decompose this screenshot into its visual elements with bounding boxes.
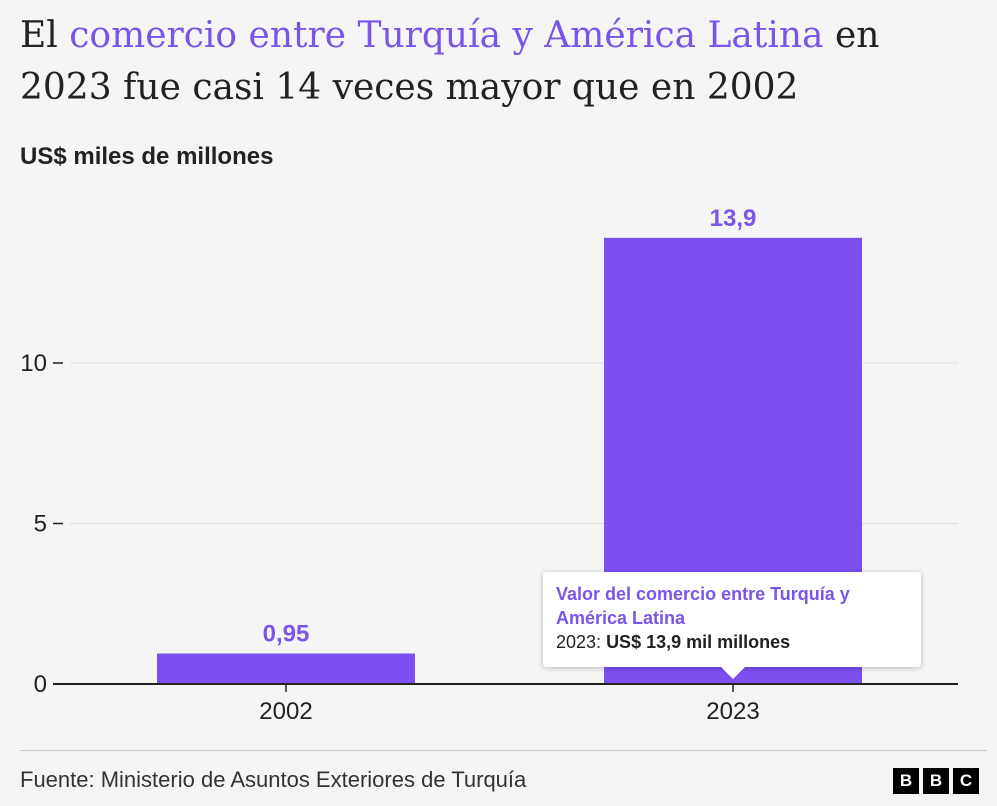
y-tick-label-0: 0 (34, 671, 47, 698)
data-label-2002: 0,95 (263, 621, 310, 648)
bbc-logo: B B C (893, 768, 979, 794)
bar-tooltip: Valor del comercio entre Turquía y Améri… (543, 572, 921, 679)
tooltip-value: US$ 13,9 mil millones (606, 632, 791, 652)
tooltip-value-line: 2023: US$ 13,9 mil millones (556, 630, 909, 654)
x-tick-label-2023: 2023 (706, 698, 759, 725)
logo-letter-b1: B (893, 768, 919, 794)
y-tick-label-5: 5 (34, 511, 47, 538)
tooltip-year: 2023: (556, 632, 602, 652)
title-part-2: en 2023 fue casi 14 veces mayor que en 2… (20, 15, 880, 108)
y-axis-unit-label: US$ miles de millones (20, 143, 274, 170)
bar-2002 (157, 653, 415, 684)
title-highlight: comercio entre Turquía y América Latina (69, 15, 824, 56)
tooltip-title: Valor del comercio entre Turquía y Améri… (556, 584, 850, 628)
chart-title: El comercio entre Turquía y América Lati… (20, 10, 980, 114)
logo-letter-c: C (953, 768, 979, 794)
data-label-2023: 13,9 (710, 205, 757, 232)
source-note: Fuente: Ministerio de Asuntos Exteriores… (20, 767, 527, 792)
logo-letter-b2: B (923, 768, 949, 794)
x-tick-label-2002: 2002 (259, 698, 312, 725)
y-tick-label-10: 10 (20, 350, 47, 377)
footer-divider (20, 750, 987, 751)
tooltip-arrow (721, 667, 745, 679)
title-part-1: El (20, 15, 70, 56)
